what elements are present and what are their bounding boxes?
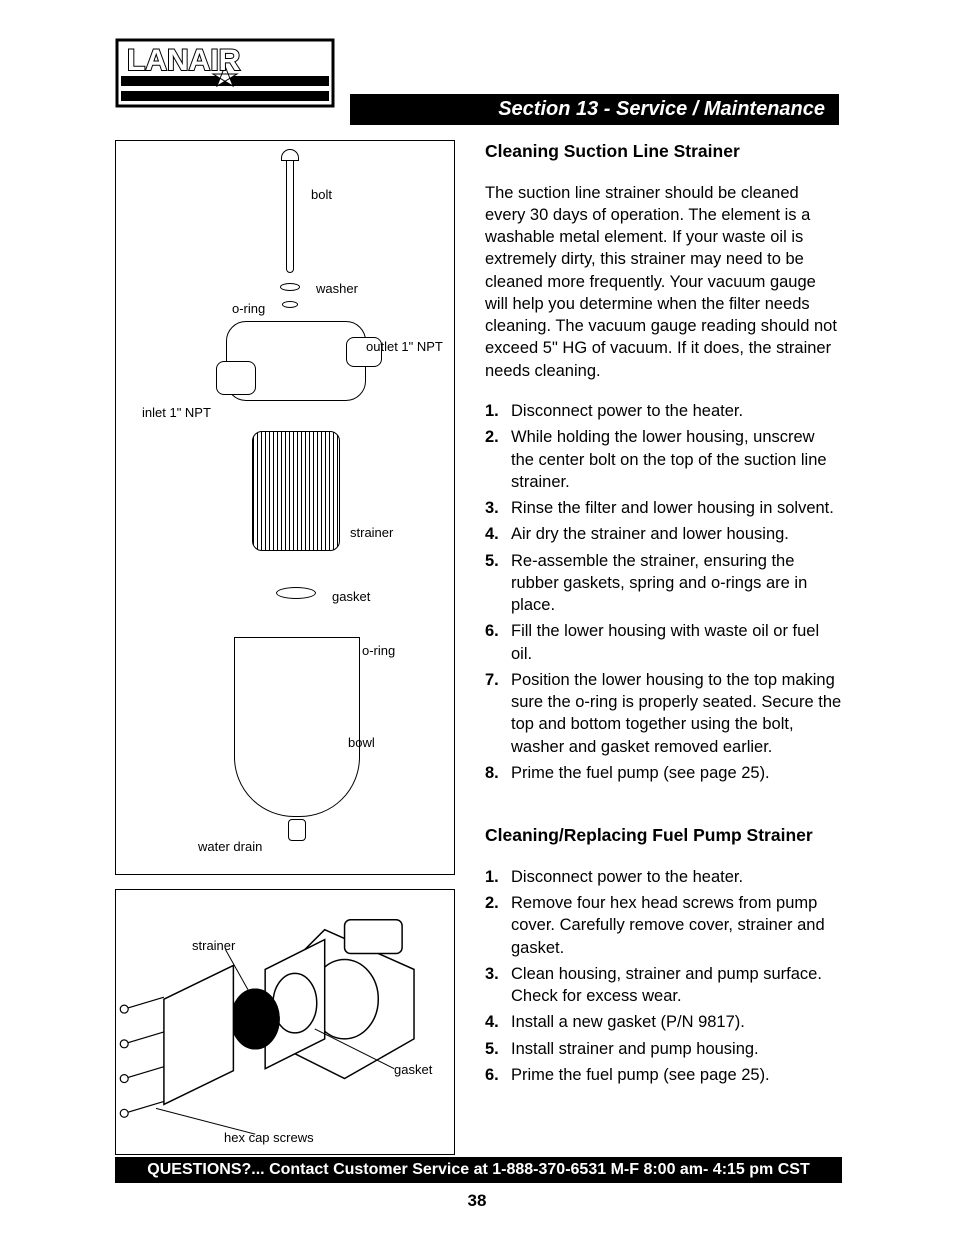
brand-logo: LANAIR LANAIR LANAIR [115,38,335,113]
step-number: 1. [485,400,511,422]
step-number: 2. [485,892,511,959]
step-number: 4. [485,523,511,545]
step-text: Position the lower housing to the top ma… [511,669,842,758]
figure-fuel-pump-strainer: strainer gasket hex cap screws [115,889,455,1155]
footer-text: QUESTIONS?... Contact Customer Service a… [147,1161,809,1178]
step-item: 2.While holding the lower housing, unscr… [485,426,842,493]
step-item: 7.Position the lower housing to the top … [485,669,842,758]
step-text: Air dry the strainer and lower housing. [511,523,842,545]
step-item: 2.Remove four hex head screws from pump … [485,892,842,959]
heading-suction-strainer: Cleaning Suction Line Strainer [485,140,842,164]
step-item: 1.Disconnect power to the heater. [485,866,842,888]
label-washer: washer [316,281,358,296]
step-text: Fill the lower housing with waste oil or… [511,620,842,665]
step-number: 8. [485,762,511,784]
page-number: 38 [0,1191,954,1211]
heading-fuel-pump-strainer: Cleaning/Replacing Fuel Pump Strainer [485,824,842,848]
content-area: bolt washer o-ring outlet 1" NPT inlet 1… [115,140,842,1155]
label-oring-mid: o-ring [362,643,395,658]
step-item: 3.Clean housing, strainer and pump surfa… [485,963,842,1008]
section-title-text: Section 13 - Service / Maintenance [498,98,825,120]
step-text: Disconnect power to the heater. [511,866,842,888]
step-item: 6.Prime the fuel pump (see page 25). [485,1064,842,1086]
label-bolt: bolt [311,187,332,202]
label-inlet: inlet 1" NPT [142,405,211,420]
figure-suction-strainer: bolt washer o-ring outlet 1" NPT inlet 1… [115,140,455,875]
step-text: Disconnect power to the heater. [511,400,842,422]
svg-text:LANAIR: LANAIR [127,44,241,77]
step-text: While holding the lower housing, unscrew… [511,426,842,493]
step-item: 6.Fill the lower housing with waste oil … [485,620,842,665]
step-text: Install strainer and pump housing. [511,1038,842,1060]
label-water-drain: water drain [198,839,262,854]
step-item: 3.Rinse the filter and lower housing in … [485,497,842,519]
label-pump-strainer: strainer [192,938,235,953]
label-hex-cap-screws: hex cap screws [224,1130,314,1145]
label-strainer: strainer [350,525,393,540]
step-number: 6. [485,620,511,665]
footer-bar: QUESTIONS?... Contact Customer Service a… [115,1157,842,1183]
step-text: Prime the fuel pump (see page 25). [511,762,842,784]
section-title-bar: Section 13 - Service / Maintenance [350,94,839,125]
step-number: 4. [485,1011,511,1033]
step-number: 5. [485,1038,511,1060]
step-number: 7. [485,669,511,758]
step-item: 8.Prime the fuel pump (see page 25). [485,762,842,784]
step-number: 6. [485,1064,511,1086]
label-gasket: gasket [332,589,370,604]
label-bowl: bowl [348,735,375,750]
step-text: Rinse the filter and lower housing in so… [511,497,842,519]
step-text: Install a new gasket (P/N 9817). [511,1011,842,1033]
label-oring-top: o-ring [232,301,265,316]
step-item: 4.Air dry the strainer and lower housing… [485,523,842,545]
step-text: Prime the fuel pump (see page 25). [511,1064,842,1086]
step-text: Remove four hex head screws from pump co… [511,892,842,959]
step-item: 1.Disconnect power to the heater. [485,400,842,422]
step-number: 3. [485,497,511,519]
steps-suction-strainer: 1.Disconnect power to the heater.2.While… [485,400,842,784]
figures-column: bolt washer o-ring outlet 1" NPT inlet 1… [115,140,455,1155]
step-number: 2. [485,426,511,493]
intro-paragraph: The suction line strainer should be clea… [485,182,842,382]
step-number: 5. [485,550,511,617]
steps-fuel-pump-strainer: 1.Disconnect power to the heater.2.Remov… [485,866,842,1086]
text-column: Cleaning Suction Line Strainer The sucti… [485,140,842,1155]
label-outlet: outlet 1" NPT [366,339,443,354]
label-pump-gasket: gasket [394,1062,432,1077]
step-item: 5.Re-assemble the strainer, ensuring the… [485,550,842,617]
step-number: 3. [485,963,511,1008]
step-text: Re-assemble the strainer, ensuring the r… [511,550,842,617]
step-text: Clean housing, strainer and pump surface… [511,963,842,1008]
step-number: 1. [485,866,511,888]
step-item: 5.Install strainer and pump housing. [485,1038,842,1060]
step-item: 4.Install a new gasket (P/N 9817). [485,1011,842,1033]
